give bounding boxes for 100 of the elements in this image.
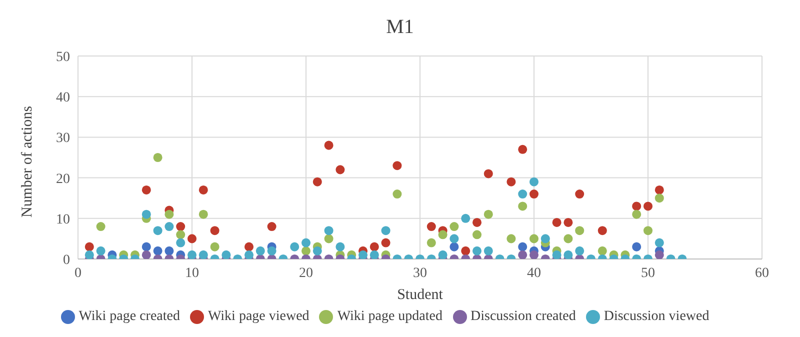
point [176, 230, 186, 240]
point [267, 222, 276, 232]
point [438, 230, 448, 240]
point [176, 238, 186, 248]
point [564, 250, 573, 259]
point [540, 234, 550, 244]
legend-label: Discussion created [470, 309, 576, 324]
point [518, 250, 528, 259]
point [654, 250, 664, 259]
y-tick-label: 10 [56, 212, 70, 228]
point [198, 185, 208, 194]
point [461, 246, 470, 256]
point [142, 210, 151, 219]
point [564, 218, 573, 227]
y-tick-label: 40 [56, 90, 70, 106]
point [598, 226, 607, 236]
point [198, 210, 208, 219]
point [506, 234, 516, 244]
point [392, 190, 402, 199]
x-tick-label: 40 [527, 266, 541, 281]
x-tick-label: 20 [299, 266, 313, 281]
point [210, 242, 220, 252]
point [142, 185, 151, 194]
point [518, 202, 528, 211]
point [301, 246, 311, 256]
x-tick-label: 0 [74, 266, 82, 281]
point [575, 190, 584, 199]
point [484, 210, 493, 219]
point [529, 234, 539, 244]
x-tick-label: 10 [185, 266, 199, 281]
point [518, 190, 528, 199]
point [518, 242, 528, 252]
point [142, 250, 151, 259]
point [632, 242, 642, 252]
point [654, 194, 664, 203]
x-tick-label: 30 [413, 266, 427, 281]
point [506, 177, 516, 186]
point [153, 152, 162, 162]
point [324, 140, 334, 150]
point [222, 250, 231, 259]
y-tick-label: 20 [56, 172, 70, 187]
point [187, 250, 197, 259]
point [96, 246, 106, 256]
point [654, 185, 664, 194]
point [244, 242, 254, 252]
point [187, 234, 197, 244]
point [312, 246, 322, 256]
point [575, 246, 584, 256]
point [392, 161, 402, 170]
y-tick-label: 30 [56, 131, 70, 146]
point [381, 226, 390, 236]
point [643, 226, 653, 236]
point [472, 218, 482, 227]
point [529, 250, 539, 259]
legend-label: Wiki page viewed [208, 309, 310, 324]
point [164, 210, 174, 219]
point [370, 242, 379, 252]
point [575, 226, 584, 236]
point [529, 177, 539, 186]
point [564, 234, 573, 244]
x-tick-label: 50 [641, 266, 655, 281]
point [164, 222, 174, 232]
point [450, 234, 459, 244]
point [450, 242, 459, 252]
point [598, 246, 607, 256]
point [370, 250, 379, 259]
point [381, 238, 390, 248]
point [438, 250, 448, 259]
legend-label: Discussion viewed [604, 309, 710, 324]
point [643, 202, 653, 211]
point [336, 165, 345, 174]
point [654, 238, 664, 248]
point [96, 222, 106, 232]
point [529, 190, 539, 199]
point [84, 242, 94, 252]
chart-title: M1 [385, 15, 415, 40]
point [336, 242, 345, 252]
point [324, 234, 334, 244]
point [632, 202, 642, 211]
point [176, 222, 186, 232]
point [210, 226, 220, 236]
point [290, 242, 300, 252]
y-tick-label: 0 [63, 252, 70, 268]
point [198, 250, 208, 259]
point [484, 246, 493, 256]
point [142, 242, 151, 252]
point [518, 144, 528, 154]
y-tick-label: 50 [56, 50, 70, 65]
legend-label: Wiki page updated [337, 309, 442, 324]
point [484, 169, 493, 178]
y-axis-title: Number of actions [19, 106, 36, 218]
legend-label: Wiki page created [78, 309, 180, 324]
point [552, 218, 562, 227]
point [552, 250, 562, 259]
point [301, 238, 311, 248]
point [312, 177, 322, 186]
point [267, 246, 276, 256]
point [164, 246, 174, 256]
point [244, 250, 254, 259]
point [153, 226, 162, 236]
